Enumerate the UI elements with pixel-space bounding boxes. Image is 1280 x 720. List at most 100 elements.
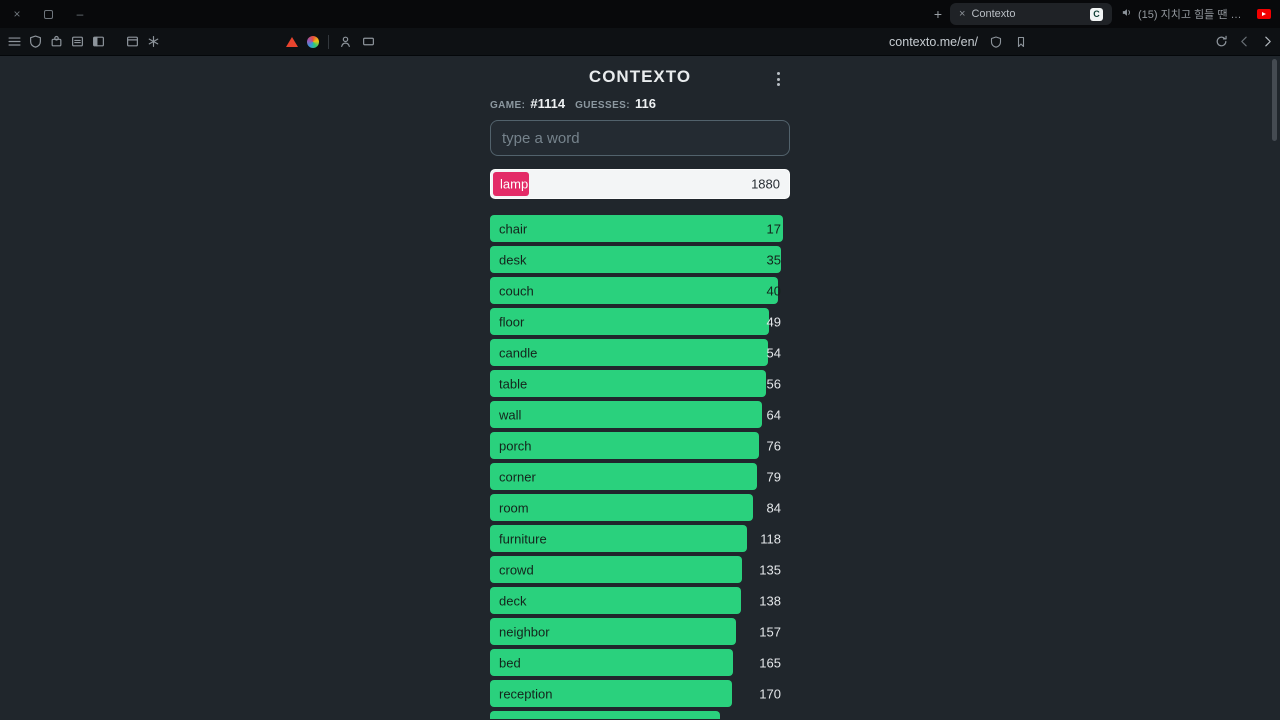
guess-word: couch xyxy=(499,283,534,298)
window-icon[interactable] xyxy=(125,33,139,51)
guess-rank: 17 xyxy=(766,221,781,236)
guess-row: reception 170 xyxy=(490,680,790,707)
navbar-left-icons xyxy=(7,28,160,55)
guess-bar xyxy=(490,494,753,521)
page-title: CONTEXTO xyxy=(588,67,692,86)
tab-title: (15) 지치고 힘들 땐 잠 올 ASMR로 xyxy=(1138,9,1251,21)
game-label: GAME: xyxy=(490,100,526,111)
window-controls: × – xyxy=(10,0,87,28)
window-close-icon[interactable]: × xyxy=(13,7,21,21)
sidebar-icon[interactable] xyxy=(91,33,105,51)
browser-topbar: × – + × Contexto C (15) 지치고 힘들 땐 잠 올 ASM… xyxy=(0,0,1280,28)
color-ball-extension-icon[interactable] xyxy=(307,35,319,48)
guess-row: corner 79 xyxy=(490,463,790,490)
profile-extension-icon[interactable] xyxy=(338,33,352,51)
guess-bar xyxy=(490,339,768,366)
guess-row: porch 76 xyxy=(490,432,790,459)
guess-bar xyxy=(490,525,747,552)
guess-rank: 135 xyxy=(759,562,781,577)
game-stats: GAME: #1114 GUESSES: 116 xyxy=(490,96,790,111)
guess-word: corner xyxy=(499,469,536,484)
tab-title: Contexto xyxy=(971,8,1016,20)
guess-row: couch 40 xyxy=(490,277,790,304)
tab-audio-icon xyxy=(1121,7,1132,21)
toolbar-separator xyxy=(328,34,329,49)
guess-rank: 170 xyxy=(759,686,781,701)
guess-word: chair xyxy=(499,221,528,236)
guess-word: crowd xyxy=(499,562,534,577)
guess-rank: 64 xyxy=(766,407,781,422)
guess-row: crowd 135 xyxy=(490,556,790,583)
shield-icon[interactable] xyxy=(28,33,42,51)
guess-bar xyxy=(490,587,741,614)
game-number: #1114 xyxy=(530,96,566,111)
back-icon[interactable] xyxy=(1237,33,1251,51)
guess-word: desk xyxy=(499,252,527,267)
address-bar[interactable]: contexto.me/en/ xyxy=(889,28,1028,55)
extensions-icon[interactable] xyxy=(146,33,160,51)
guess-word: furniture xyxy=(499,531,547,546)
kebab-menu-icon[interactable] xyxy=(775,70,782,88)
guesses-count: 116 xyxy=(634,96,656,111)
youtube-favicon xyxy=(1257,9,1271,19)
guess-rank: 157 xyxy=(759,624,781,639)
scrollbar-thumb[interactable] xyxy=(1272,59,1277,141)
permissions-shield-icon[interactable] xyxy=(989,33,1003,51)
current-guess-word: lamp xyxy=(500,176,529,192)
guess-bar xyxy=(490,401,762,428)
guess-bar xyxy=(490,711,720,719)
tab-youtube[interactable]: (15) 지치고 힘들 땐 잠 올 ASMR로 xyxy=(1112,3,1280,25)
forward-icon[interactable] xyxy=(1260,33,1274,51)
guess-row: candle 54 xyxy=(490,339,790,366)
guess-rank: 56 xyxy=(766,376,781,391)
guess-bar xyxy=(490,370,766,397)
puzzle-icon[interactable] xyxy=(49,33,63,51)
guess-rank: 54 xyxy=(766,345,781,360)
guess-row: neighbor 157 xyxy=(490,618,790,645)
guess-word: candle xyxy=(499,345,538,360)
guess-rank: 138 xyxy=(759,593,781,608)
new-tab-button[interactable]: + xyxy=(933,6,943,22)
guesses-label: GUESSES: xyxy=(575,100,630,111)
guess-rank: 165 xyxy=(759,655,781,670)
window-minimize-icon[interactable]: – xyxy=(76,7,84,21)
guess-row: room 84 xyxy=(490,494,790,521)
guess-bar xyxy=(490,432,759,459)
guess-rank: 79 xyxy=(766,469,781,484)
guess-rank: 35 xyxy=(766,252,781,267)
guess-row: chair 17 xyxy=(490,215,790,242)
guess-word: neighbor xyxy=(499,624,550,639)
navbar-right-icons xyxy=(1214,28,1274,55)
menu-icon[interactable] xyxy=(7,33,21,51)
address-url[interactable]: contexto.me/en/ xyxy=(889,34,978,49)
guess-rank: 118 xyxy=(760,531,781,546)
guess-word: table xyxy=(499,376,528,391)
guess-rank: 84 xyxy=(766,500,781,515)
guess-rank: 49 xyxy=(766,314,781,329)
bookmark-icon[interactable] xyxy=(1014,33,1028,51)
guess-row: wall 64 xyxy=(490,401,790,428)
tab-contexto[interactable]: × Contexto C xyxy=(950,3,1112,25)
guess-bar xyxy=(490,649,733,676)
tab-strip: + × Contexto C (15) 지치고 힘들 땐 잠 올 ASMR로 xyxy=(926,0,1280,28)
guess-row: deck 138 xyxy=(490,587,790,614)
guess-word: floor xyxy=(499,314,525,329)
reload-icon[interactable] xyxy=(1214,33,1228,51)
guess-bar xyxy=(490,277,778,304)
reader-icon[interactable] xyxy=(70,33,84,51)
guess-bar xyxy=(490,680,732,707)
word-input[interactable] xyxy=(490,120,790,156)
guess-word: bed xyxy=(499,655,521,670)
card-extension-icon[interactable] xyxy=(361,33,375,51)
guess-word: deck xyxy=(499,593,527,608)
guess-bar xyxy=(490,308,769,335)
warning-triangle-extension-icon[interactable] xyxy=(286,36,298,47)
extension-toolbar xyxy=(286,28,375,55)
window-restore-icon[interactable] xyxy=(44,9,53,19)
guess-rank: 40 xyxy=(766,283,781,298)
guess-rank: 76 xyxy=(766,438,781,453)
guess-row: table 56 xyxy=(490,370,790,397)
current-guess-rank: 1880 xyxy=(751,176,780,192)
guess-row: floor 49 xyxy=(490,308,790,335)
tab-close-icon[interactable]: × xyxy=(959,8,966,20)
